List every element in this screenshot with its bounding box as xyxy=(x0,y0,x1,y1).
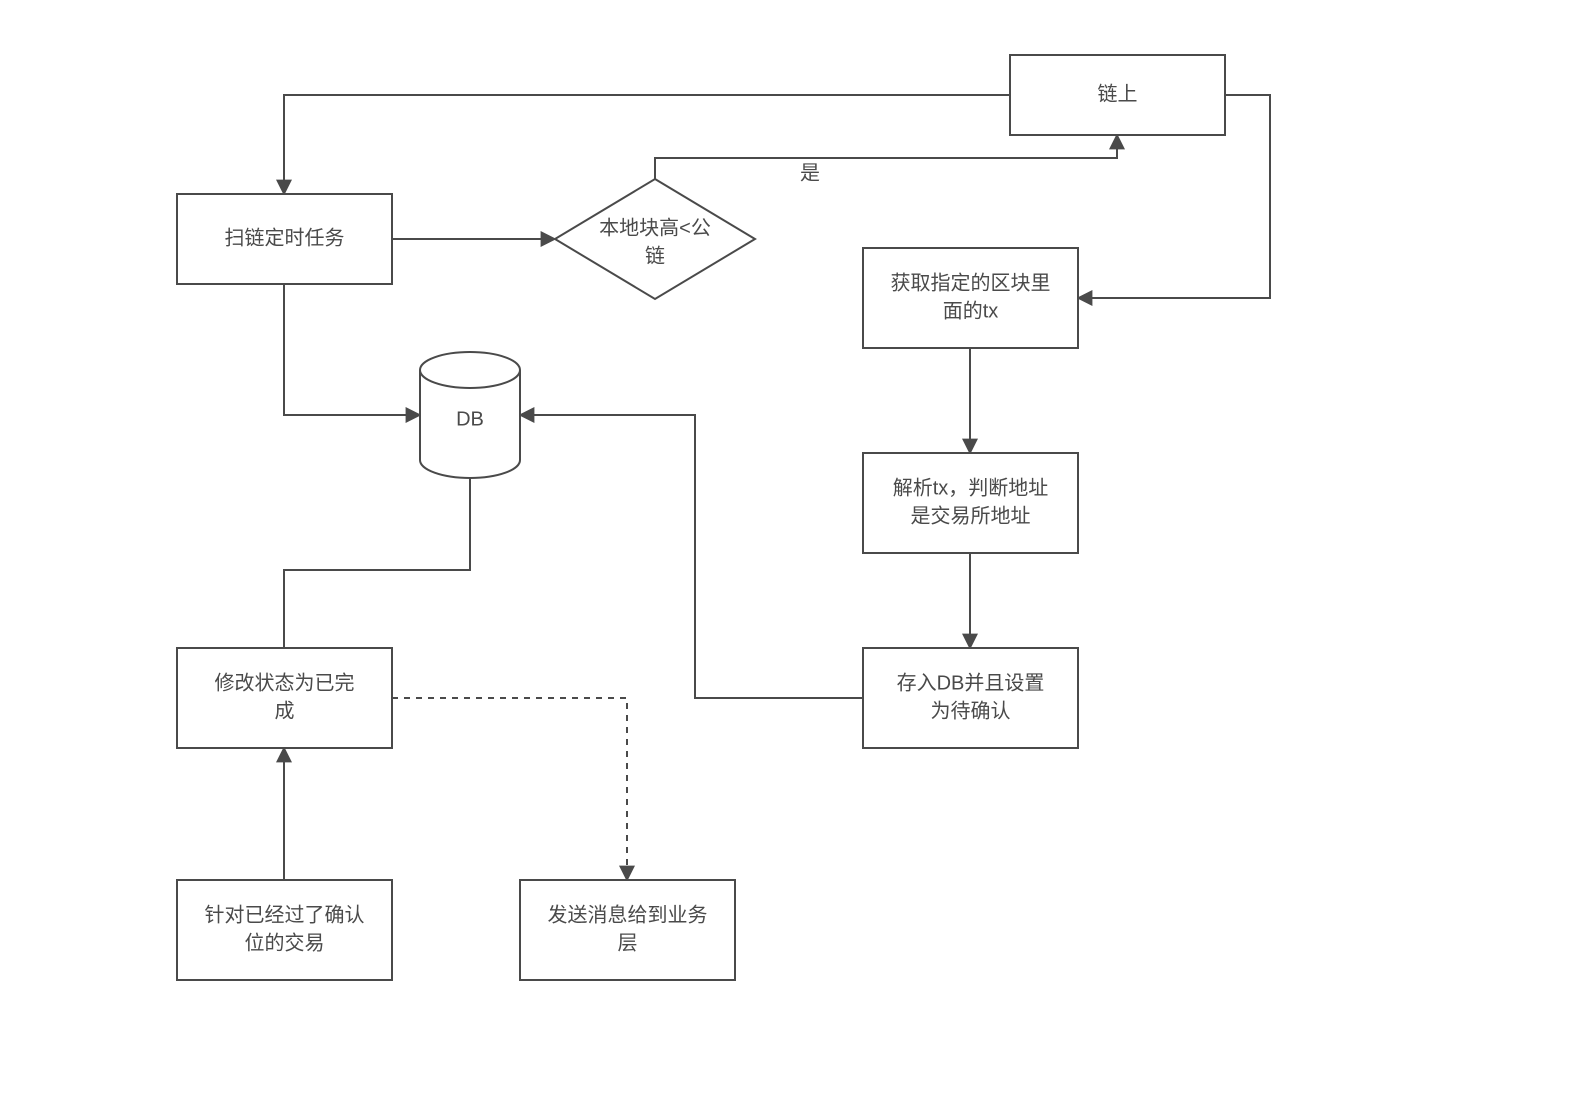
node-send-msg-line1: 发送消息给到业务 xyxy=(548,903,708,926)
node-scan-task-label: 扫链定时任务 xyxy=(225,226,345,249)
node-get-tx-line1: 获取指定的区块里 xyxy=(891,271,1051,294)
node-confirmed-tx-line1: 针对已经过了确认 xyxy=(205,903,365,926)
node-confirmed-tx: 针对已经过了确认 位的交易 xyxy=(177,880,392,980)
node-scan-task: 扫链定时任务 xyxy=(177,194,392,284)
node-store-db: 存入DB并且设置 为待确认 xyxy=(863,648,1078,748)
node-parse-tx-line1: 解析tx，判断地址 xyxy=(893,476,1049,499)
node-store-db-line1: 存入DB并且设置 xyxy=(897,671,1045,694)
decision-yes-label: 是 xyxy=(800,162,820,184)
node-store-db-line2: 为待确认 xyxy=(931,699,1011,722)
flowchart-canvas: 链上 扫链定时任务 本地块高<公 链 是 获取指定的区块里 面的tx DB 解析… xyxy=(0,0,1570,1112)
node-modify-status-line1: 修改状态为已完 xyxy=(215,671,355,694)
node-parse-tx: 解析tx，判断地址 是交易所地址 xyxy=(863,453,1078,553)
edge-chain-to-scan xyxy=(284,95,1010,194)
edge-decision-to-gettx-top xyxy=(655,135,1117,179)
node-send-msg-line2: 层 xyxy=(618,932,638,954)
edge-store-to-db xyxy=(520,415,863,698)
node-send-msg: 发送消息给到业务 层 xyxy=(520,880,735,980)
node-db-label: DB xyxy=(456,408,484,430)
edge-scan-to-db xyxy=(284,284,420,415)
edge-modify-to-send xyxy=(392,698,627,880)
node-decision: 本地块高<公 链 xyxy=(555,179,755,299)
node-modify-status-line2: 成 xyxy=(275,699,295,722)
node-get-tx-line2: 面的tx xyxy=(943,299,999,322)
node-parse-tx-line2: 是交易所地址 xyxy=(911,504,1031,527)
node-decision-line2: 链 xyxy=(645,244,665,267)
node-confirmed-tx-line2: 位的交易 xyxy=(245,931,325,954)
node-get-tx: 获取指定的区块里 面的tx xyxy=(863,248,1078,348)
node-decision-line1: 本地块高<公 xyxy=(599,216,711,239)
node-db: DB xyxy=(420,352,520,478)
node-modify-status: 修改状态为已完 成 xyxy=(177,648,392,748)
node-chain-label: 链上 xyxy=(1098,82,1138,105)
node-chain: 链上 xyxy=(1010,55,1225,135)
edge-modify-to-db xyxy=(284,460,470,648)
